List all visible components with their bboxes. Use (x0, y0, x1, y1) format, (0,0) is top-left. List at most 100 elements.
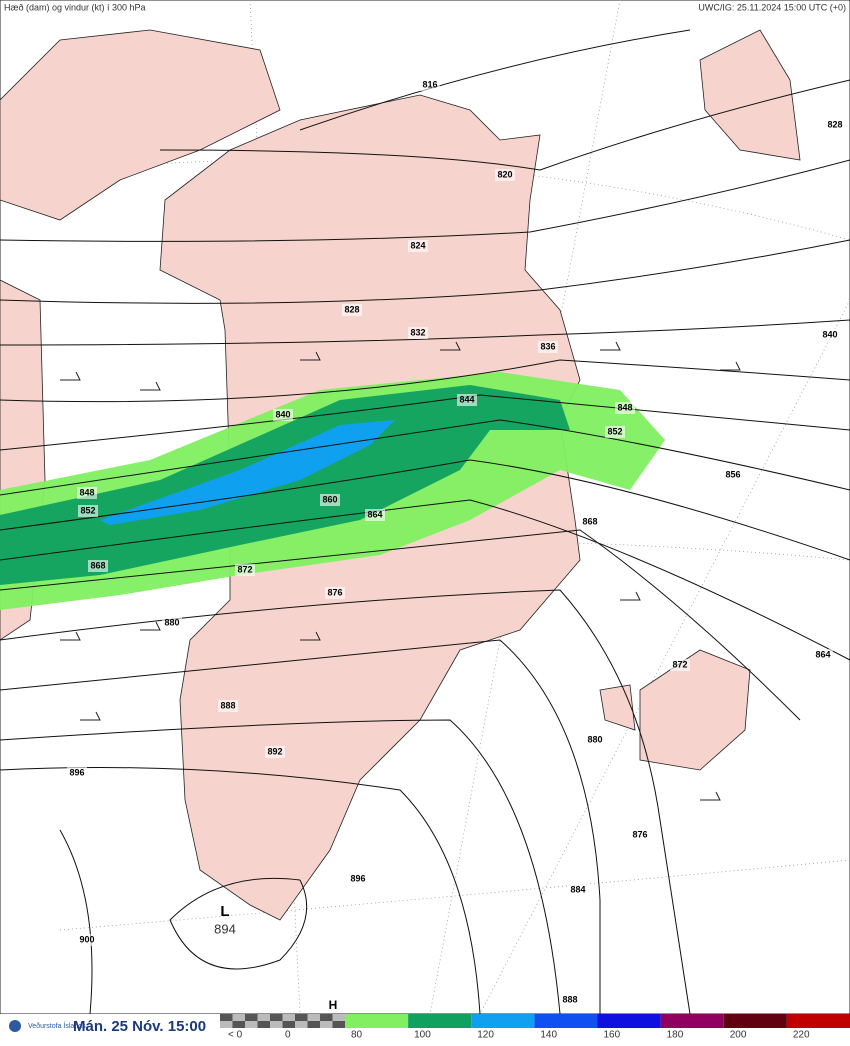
checker (320, 1014, 333, 1021)
contour-label: 880 (164, 617, 179, 627)
contour-label-bg (77, 487, 97, 499)
contour-label: 820 (497, 169, 512, 179)
checker (257, 1014, 270, 1021)
contour-label-bg (408, 327, 428, 339)
contour-label: 868 (582, 516, 597, 526)
contour-label: 828 (344, 304, 359, 314)
contour-label: 876 (327, 587, 342, 597)
colorbar-label: 120 (477, 1030, 494, 1041)
contour-label-bg (820, 329, 840, 341)
contour-label: 844 (459, 394, 474, 404)
colorbar-label: 200 (730, 1030, 747, 1041)
contour-label: 884 (570, 884, 585, 894)
contour-label: 856 (725, 469, 740, 479)
contour-label: 900 (79, 934, 94, 944)
contour-label: 848 (79, 487, 94, 497)
contour-label-bg (580, 516, 600, 528)
contour-label-bg (77, 934, 97, 946)
colorbar-label: 180 (667, 1030, 684, 1041)
checker (295, 1021, 308, 1028)
contour-label: 876 (632, 829, 647, 839)
colorbar: < 0 0 80 100 120 140 160 180 200 220 (220, 1014, 850, 1041)
contour-label-bg (365, 509, 385, 521)
contour-label-bg (560, 994, 580, 1006)
contour-label-bg (615, 402, 635, 414)
checker (332, 1014, 345, 1021)
footer-time: Mán. 25 Nóv. 15:00 (73, 1018, 206, 1035)
colorbar-segment (597, 1014, 661, 1028)
contour-label: 840 (822, 329, 837, 339)
contour-label-bg (495, 169, 515, 181)
contour-label-bg (813, 649, 833, 661)
contour-label-bg (585, 734, 605, 746)
contours (0, 29, 850, 1015)
logo-icon (9, 1020, 21, 1032)
contour-label: 892 (267, 746, 282, 756)
header-right: UWC/IG: 25.11.2024 15:00 UTC (+0) (698, 2, 846, 12)
checker (220, 1021, 233, 1028)
colorbar-label: 140 (540, 1030, 557, 1041)
contour-label: 828 (827, 119, 842, 129)
contour-label-bg (630, 829, 650, 841)
contour-label-bg (348, 873, 368, 885)
colorbar-label: 80 (351, 1030, 363, 1041)
contour-label-bg (723, 469, 743, 481)
contour-label-bg (408, 240, 428, 252)
contour-label: 888 (220, 700, 235, 710)
checker (307, 1014, 320, 1021)
contour-label-bg (325, 587, 345, 599)
colorbar-segment (786, 1014, 850, 1028)
contour-label: 824 (410, 240, 425, 250)
checker (332, 1021, 345, 1028)
checker (270, 1021, 283, 1028)
checker (270, 1014, 283, 1021)
contour-label: 896 (69, 767, 84, 777)
low-value: 894 (214, 921, 236, 936)
contour-label: 816 (422, 79, 437, 89)
checker (282, 1021, 295, 1028)
contour-label-bg (265, 746, 285, 758)
colorbar-segment (534, 1014, 598, 1028)
contour-label: 896 (350, 873, 365, 883)
checker (320, 1021, 333, 1028)
contour-label: 836 (540, 341, 555, 351)
logo-text: Veðurstofa Íslands (28, 1021, 86, 1030)
contour-label-bg (670, 659, 690, 671)
colorbar-label: 0 (285, 1030, 291, 1041)
contour-label-bg (218, 700, 238, 712)
checker (245, 1021, 258, 1028)
contour-label-bg (342, 304, 362, 316)
colorbar-label: 220 (793, 1030, 810, 1041)
contour-label: 872 (672, 659, 687, 669)
checker (220, 1014, 233, 1021)
contour-label: 872 (237, 564, 252, 574)
checker (232, 1014, 245, 1021)
colorbar-segment (408, 1014, 472, 1028)
colorbar-label: < 0 (228, 1030, 243, 1041)
checker (307, 1021, 320, 1028)
colorbar-segment (345, 1014, 409, 1028)
checker (245, 1014, 258, 1021)
colorbar-label: 100 (414, 1030, 431, 1041)
contour-label-bg (538, 341, 558, 353)
contour-label: 852 (80, 505, 95, 515)
header-left: Hæð (dam) og vindur (kt) í 300 hPa (4, 2, 146, 12)
contour-label: 888 (562, 994, 577, 1004)
contour-label: 852 (607, 426, 622, 436)
colorbar-label: 160 (604, 1030, 621, 1041)
checker (295, 1014, 308, 1021)
contour-label: 860 (322, 494, 337, 504)
contour-label-bg (825, 119, 845, 131)
low-letter: L (220, 903, 229, 920)
contour-label: 840 (275, 409, 290, 419)
contour-label-bg (67, 767, 87, 779)
contour-label-bg (162, 617, 182, 629)
checker (282, 1014, 295, 1021)
contour-label: 864 (815, 649, 830, 659)
contour-label-bg (88, 560, 108, 572)
contour-label: 864 (367, 509, 382, 519)
contour-label: 868 (90, 560, 105, 570)
contour-label-bg (605, 426, 625, 438)
